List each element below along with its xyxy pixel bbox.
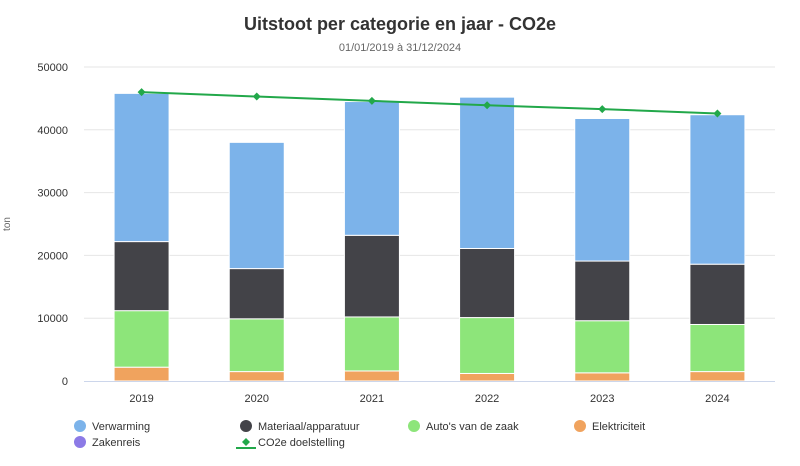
bar-segment-auto-s-van-de-zaak-2019[interactable] — [113, 310, 170, 368]
bar-segment-verwarming-2021[interactable] — [343, 101, 400, 236]
x-tick-label: 2022 — [475, 393, 499, 405]
legend-marker-verwarming[interactable] — [74, 420, 86, 432]
legend-diamond-co2e-doelstelling[interactable] — [242, 438, 250, 446]
target-point-2024[interactable] — [713, 109, 722, 118]
y-tick-label: 40000 — [37, 125, 68, 137]
bar-segment-auto-s-van-de-zaak-2022[interactable] — [459, 317, 516, 374]
bar-segment-elektriciteit-2022[interactable] — [459, 372, 516, 382]
y-tick-label: 20000 — [37, 250, 68, 262]
chart-subtitle: 01/01/2019 à 31/12/2024 — [338, 42, 462, 54]
x-tick-label: 2023 — [590, 393, 614, 405]
bar-segment-elektriciteit-2024[interactable] — [689, 371, 746, 382]
legend-marker-zakenreis[interactable] — [74, 436, 86, 448]
legend-marker-auto-s-van-de-zaak[interactable] — [408, 420, 420, 432]
bar-segment-elektriciteit-2021[interactable] — [343, 370, 400, 382]
target-line — [141, 91, 718, 115]
bar-segment-materiaal-apparatuur-2023[interactable] — [574, 260, 631, 322]
bar-segment-materiaal-apparatuur-2021[interactable] — [343, 234, 400, 318]
target-point-2023[interactable] — [598, 105, 607, 114]
y-axis-title: ton — [2, 217, 13, 231]
target-point-2019[interactable] — [137, 88, 146, 97]
bar-segment-materiaal-apparatuur-2024[interactable] — [689, 263, 746, 325]
x-tick-label: 2020 — [245, 393, 269, 405]
bar-segment-auto-s-van-de-zaak-2021[interactable] — [343, 316, 400, 372]
bar-segment-verwarming-2022[interactable] — [459, 96, 516, 249]
bar-segment-materiaal-apparatuur-2022[interactable] — [459, 247, 516, 319]
legend-marker-elektriciteit[interactable] — [574, 420, 586, 432]
bar-segment-elektriciteit-2020[interactable] — [228, 371, 285, 382]
bar-segment-materiaal-apparatuur-2020[interactable] — [228, 268, 285, 320]
bar-segment-auto-s-van-de-zaak-2020[interactable] — [228, 318, 285, 373]
bar-segment-materiaal-apparatuur-2019[interactable] — [113, 241, 170, 312]
bar-segment-elektriciteit-2019[interactable] — [113, 366, 170, 382]
target-point-2021[interactable] — [367, 96, 376, 105]
bar-segment-verwarming-2020[interactable] — [228, 141, 285, 270]
legend-label-zakenreis[interactable]: Zakenreis — [92, 437, 141, 449]
x-tick-label: 2019 — [129, 393, 153, 405]
legend-marker-materiaal-apparatuur[interactable] — [240, 420, 252, 432]
bar-segment-verwarming-2023[interactable] — [574, 117, 631, 262]
bar-segment-auto-s-van-de-zaak-2024[interactable] — [689, 323, 746, 373]
y-tick-label: 30000 — [37, 188, 68, 200]
legend-label-elektriciteit[interactable]: Elektriciteit — [592, 421, 645, 433]
bar-segment-auto-s-van-de-zaak-2023[interactable] — [574, 320, 631, 374]
target-point-2020[interactable] — [252, 92, 261, 101]
bar-segment-verwarming-2024[interactable] — [689, 114, 746, 265]
bar-segment-verwarming-2019[interactable] — [113, 92, 170, 243]
legend-label-verwarming[interactable]: Verwarming — [92, 421, 150, 433]
y-tick-label: 50000 — [37, 62, 68, 74]
x-tick-label: 2024 — [705, 393, 729, 405]
y-tick-label: 0 — [62, 376, 68, 388]
legend-label-materiaal-apparatuur[interactable]: Materiaal/apparatuur — [258, 421, 360, 433]
bar-segment-elektriciteit-2023[interactable] — [574, 372, 631, 382]
legend-label-auto-s-van-de-zaak[interactable]: Auto's van de zaak — [426, 421, 519, 433]
chart-title: Uitstoot per categorie en jaar - CO2e — [243, 14, 557, 34]
y-tick-label: 10000 — [37, 313, 68, 325]
target-point-2022[interactable] — [483, 101, 492, 110]
legend-label-co2e-doelstelling[interactable]: CO2e doelstelling — [258, 437, 345, 449]
x-tick-label: 2021 — [360, 393, 384, 405]
